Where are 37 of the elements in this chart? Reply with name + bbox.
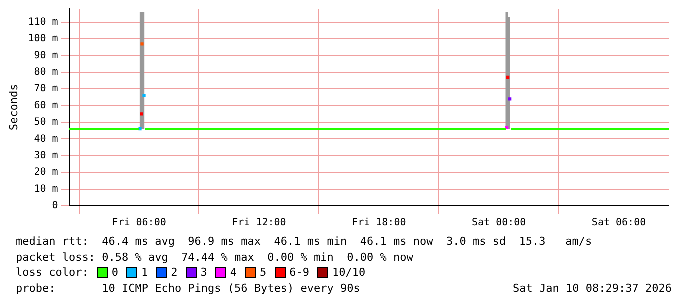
y-tick-label: 100 m [28,34,58,45]
text: median rtt: 46.4 ms avg 96.9 ms max 46.1 ms min 46.1 ms now 3.0 ms sd 15.3 am/s [16,234,594,250]
point [140,112,144,116]
text: probe: 10 ICMP Echo Pings (56 Bytes) every 90s [16,282,360,294]
legend-label: 10/10 [332,265,366,280]
legend-label: 4 [230,265,237,280]
y-tick-label: 80 m [34,67,58,78]
y-tick-label: 70 m [34,84,58,95]
y-tick-label: 110 m [28,16,58,28]
y-axis-title: Seconds [7,84,20,131]
y-tick-label: 30 m [34,150,58,162]
y-tick-label: 0 [52,200,58,212]
y-tick-label: 40 m [34,134,58,145]
point [506,126,509,130]
y-tick-label: 10 m [34,184,58,195]
point [508,98,512,101]
point [140,42,144,46]
text: packet loss: 0.58 % avg 74.44 % max 0.00 % min 0.00 % now [16,250,414,265]
legend-title: loss color: [16,266,89,279]
legend-label: 0 [112,265,118,280]
y-tick-label: 60 m [34,100,58,112]
legend-label: 3 [200,265,208,280]
x-tick-label: Fri 12:00 [232,218,286,229]
x-tick-label: Fri 06:00 [112,218,166,229]
x-tick-label: Sat 06:00 [592,218,646,229]
legend-label: 5 [260,265,267,280]
x-tick-label: Fri 18:00 [352,218,406,229]
point [506,76,510,80]
y-tick-label: 90 m [34,50,58,62]
x-tick-label: Sat 00:00 [472,218,526,229]
legend-label: 6-9 [290,265,310,280]
y-tick-label: 50 m [34,117,58,128]
legend-label: 2 [171,265,178,280]
y-tick-label: 20 m [34,167,58,178]
text: Sat Jan 10 08:29:37 2026 [513,280,672,296]
point [142,94,146,98]
legend-label: 1 [141,265,148,280]
